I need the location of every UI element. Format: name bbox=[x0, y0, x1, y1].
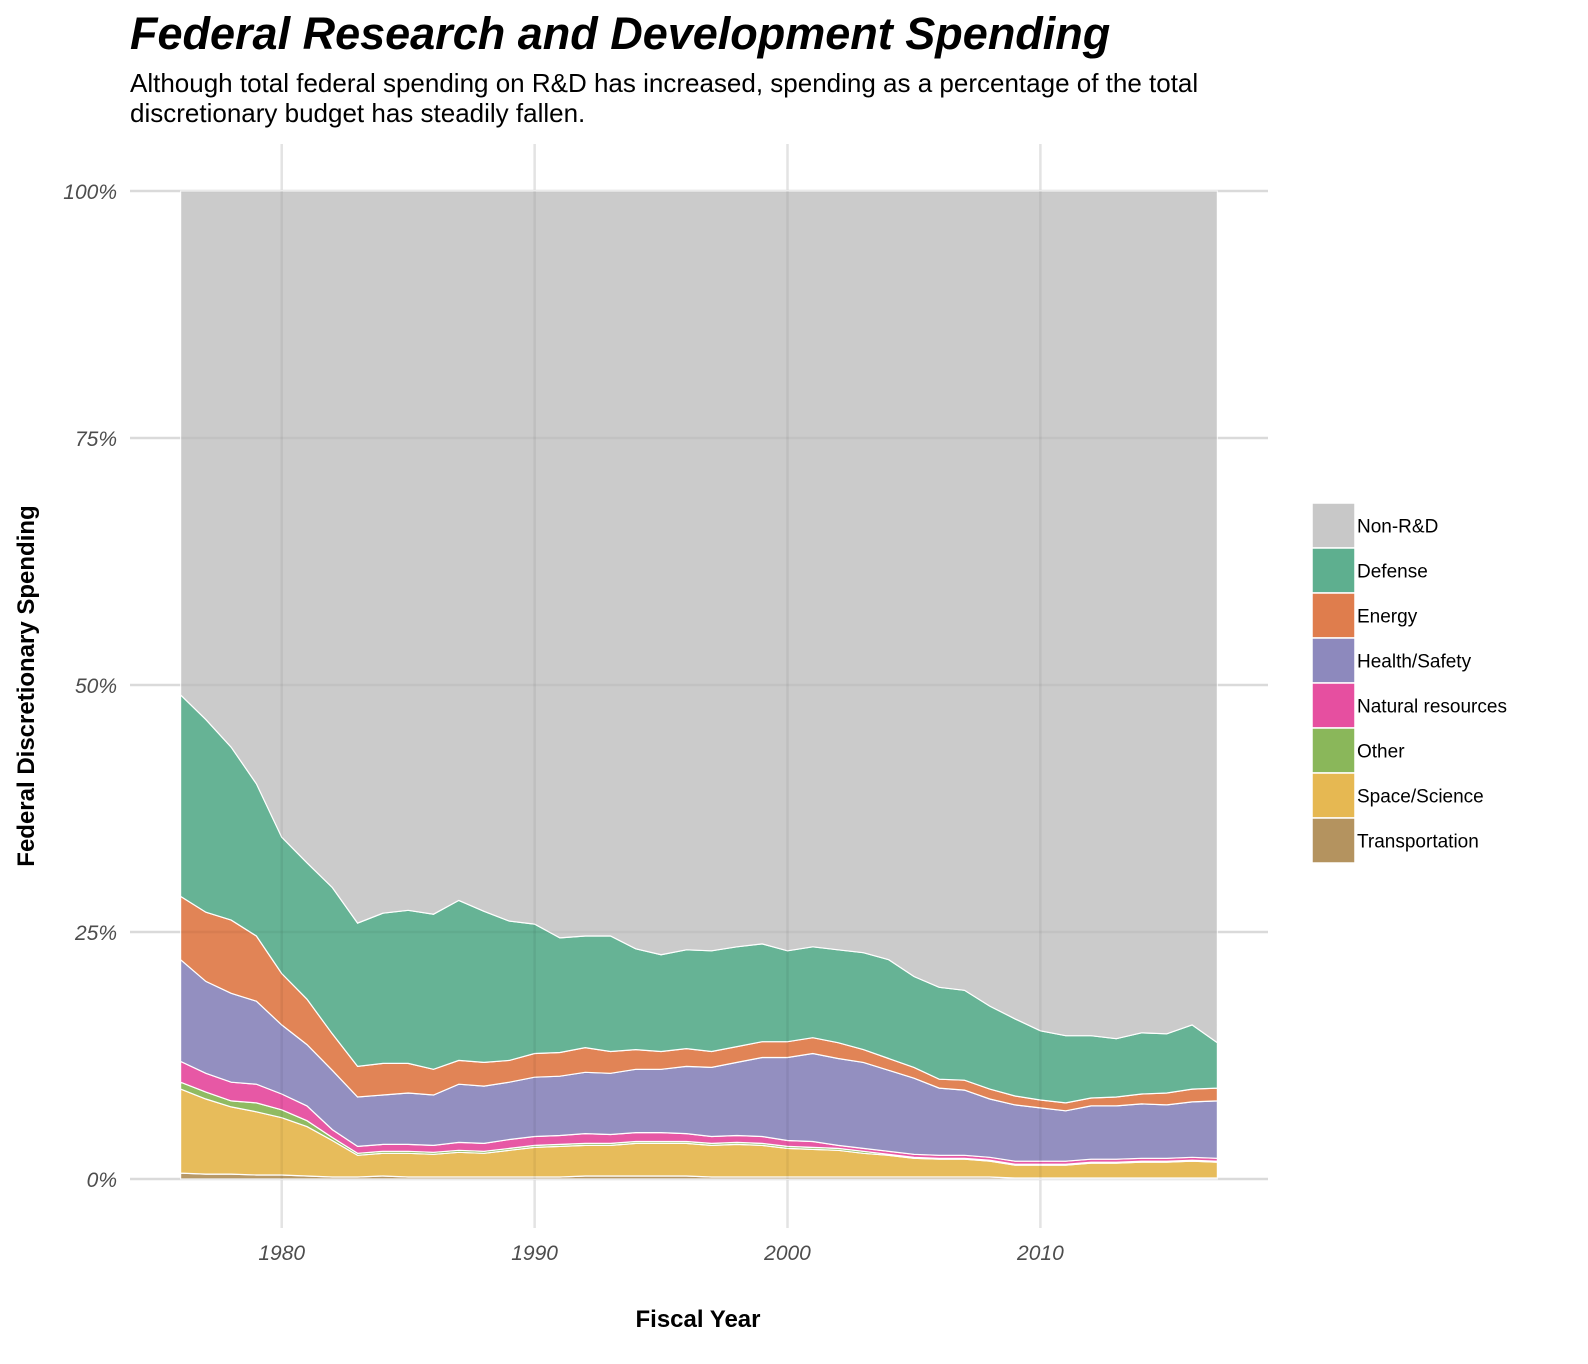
legend-key-transportation bbox=[1311, 817, 1356, 864]
legend-key-space-science bbox=[1311, 772, 1356, 819]
legend-key-non-r-d bbox=[1311, 502, 1356, 549]
legend-label-natural-resources: Natural resources bbox=[1357, 697, 1507, 718]
x-axis-title: Fiscal Year bbox=[636, 1306, 761, 1333]
chart-title: Federal Research and Development Spendin… bbox=[130, 8, 1111, 59]
legend-key-defense bbox=[1311, 547, 1356, 594]
area-non-r-d bbox=[180, 190, 1218, 1044]
legend-key-other bbox=[1311, 727, 1356, 774]
y-tick-label: 50% bbox=[75, 675, 117, 698]
legend-label-health-safety: Health/Safety bbox=[1357, 652, 1472, 673]
y-tick-label: 25% bbox=[74, 922, 117, 945]
x-tick-label: 1980 bbox=[258, 1242, 305, 1265]
legend-label-space-science: Space/Science bbox=[1357, 787, 1484, 808]
legend-key-natural-resources bbox=[1311, 682, 1356, 729]
x-tick-label: 2000 bbox=[763, 1242, 811, 1265]
y-tick-label: 0% bbox=[87, 1169, 117, 1192]
chart-subtitle: Although total federal spending on R&D h… bbox=[130, 68, 1199, 128]
y-axis-ticks: 0% 25% 50% 75% 100% bbox=[63, 181, 117, 1192]
y-tick-label: 75% bbox=[75, 428, 117, 451]
legend-label-transportation: Transportation bbox=[1357, 832, 1479, 853]
legend-label-energy: Energy bbox=[1357, 607, 1418, 628]
legend-label-defense: Defense bbox=[1357, 562, 1428, 583]
y-tick-label: 100% bbox=[63, 181, 117, 204]
x-tick-label: 1990 bbox=[511, 1242, 558, 1265]
y-axis-title: Federal Discretionary Spending bbox=[13, 505, 40, 866]
x-axis-ticks: 1980 1990 2000 2010 bbox=[258, 1242, 1064, 1265]
x-tick-label: 2010 bbox=[1016, 1242, 1064, 1265]
stacked-areas bbox=[130, 189, 1268, 1181]
legend: Non-R&D Defense Energy Health/Safety Natural… bbox=[1311, 502, 1507, 864]
legend-label-other: Other bbox=[1357, 742, 1405, 763]
legend-key-energy bbox=[1311, 592, 1356, 639]
legend-key-health-safety bbox=[1311, 637, 1356, 684]
legend-label-non-r-d: Non-R&D bbox=[1357, 517, 1438, 538]
